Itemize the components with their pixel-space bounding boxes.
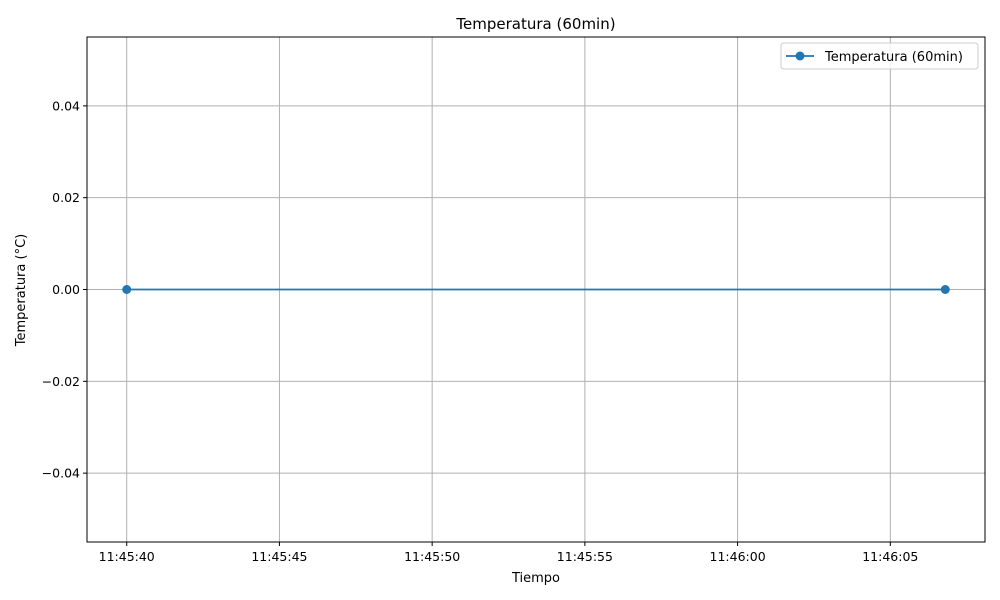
x-tick-label: 11:46:05	[862, 549, 918, 564]
y-tick-label: 0.00	[52, 282, 80, 297]
legend-box	[780, 42, 979, 70]
x-axis-ticks: 11:45:40 11:45:45 11:45:50 11:45:55 11:46:00…	[99, 542, 918, 564]
y-axis-label: Temperatura (°C)	[14, 234, 29, 347]
x-tick-label: 11:45:40	[99, 549, 155, 564]
y-tick-label: 0.02	[52, 190, 80, 205]
series-layer	[122, 285, 950, 294]
chart-title: Temperatura (60min)	[455, 15, 615, 33]
x-tick-label: 11:45:45	[251, 549, 307, 564]
x-axis-label: Tiempo	[511, 571, 560, 586]
y-axis-ticks: −0.04 −0.02 0.00 0.02 0.04	[42, 98, 87, 481]
legend-label: Temperatura (60min)	[824, 50, 963, 65]
data-point	[122, 285, 132, 294]
y-tick-label: 0.04	[52, 98, 80, 113]
y-tick-label: −0.02	[42, 374, 80, 389]
x-tick-label: 11:45:55	[557, 549, 613, 564]
legend-marker-swatch	[795, 51, 805, 61]
legend: Temperatura (60min)	[780, 42, 979, 70]
data-point	[940, 285, 950, 294]
y-tick-label: −0.04	[42, 466, 80, 481]
x-tick-label: 11:46:00	[710, 549, 766, 564]
x-tick-label: 11:45:50	[404, 549, 460, 564]
